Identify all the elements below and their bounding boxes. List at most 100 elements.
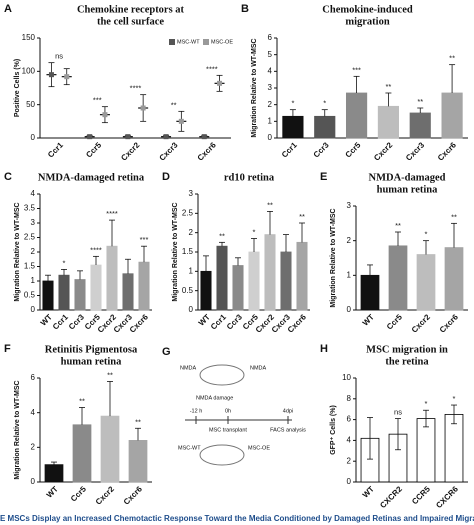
x-tick-label: Cxcr6: [438, 312, 460, 334]
x-tick-label: Cxcr2: [119, 140, 141, 162]
y-tick-label: 2: [347, 456, 352, 465]
bar: [128, 439, 148, 483]
bar: [72, 424, 92, 483]
mean-marker: [163, 134, 169, 140]
significance-label: *: [425, 399, 428, 408]
y-tick-label: 0: [268, 133, 273, 142]
significance-label: *: [425, 230, 428, 239]
bar: [345, 92, 368, 139]
bar: [44, 464, 64, 483]
x-tick-label: Cxcr6: [436, 140, 458, 162]
chart-title: rd10 retina: [224, 172, 275, 183]
bar: [248, 251, 260, 311]
caption: E MSCs Display an Increased Chemotactic …: [0, 514, 474, 523]
mean-marker: [178, 118, 184, 124]
significance-label: **: [395, 221, 401, 230]
x-tick-label: Ccr1: [209, 312, 228, 331]
legend-swatch: [169, 39, 175, 45]
y-axis-label: Positive Cells (%): [14, 59, 21, 117]
y-tick-label: 6: [347, 415, 352, 424]
significance-label: **: [417, 97, 423, 106]
significance-label: ****: [106, 209, 118, 218]
mean-marker: [201, 134, 207, 140]
x-tick-label: Ccr1: [51, 312, 70, 331]
x-tick-label: Cxcr6: [128, 312, 150, 334]
bar: [138, 261, 150, 311]
mean-marker: [125, 134, 131, 140]
y-axis-label: GFP⁺ Cells (%): [330, 405, 337, 455]
mouse-icon: [199, 444, 245, 466]
x-tick-label: Cxcr6: [122, 484, 144, 506]
y-tick-label: 3: [31, 218, 36, 227]
y-axis-label: Migration Relative to WT-MSC: [330, 208, 337, 307]
x-tick-label: Cxcr2: [410, 312, 432, 334]
x-tick-label: Cxcr2: [94, 484, 116, 506]
chart-title: the cell surface: [97, 16, 164, 27]
bar: [360, 274, 380, 311]
bar: [232, 265, 244, 311]
bar: [296, 241, 308, 311]
y-axis-label: Migration Relative to WT-MSC: [251, 38, 258, 137]
significance-label: *: [63, 258, 66, 267]
bar: [377, 105, 400, 139]
bar: [280, 251, 292, 311]
panel-letter: H: [320, 343, 328, 355]
significance-label: *: [453, 394, 456, 403]
chart-title: MSC migration in: [366, 344, 448, 355]
y-tick-label: 1: [347, 270, 352, 279]
bar: [314, 115, 336, 139]
significance-label: **: [135, 417, 141, 426]
chart-title: NMDA-damaged: [369, 172, 446, 183]
y-tick-label: 10: [342, 373, 351, 382]
x-tick-label: Cxcr3: [158, 140, 180, 162]
y-tick-label: 6: [31, 373, 36, 382]
x-tick-label: Ccr1: [46, 140, 65, 159]
bar: [106, 245, 118, 311]
significance-label: **: [171, 100, 177, 109]
chart-title: Chemokine receptors at: [77, 4, 185, 15]
y-tick-label: 2: [31, 442, 36, 451]
y-tick-label: 0.5: [182, 286, 194, 295]
y-tick-label: 2: [31, 247, 36, 256]
y-tick-label: 0: [31, 133, 36, 142]
x-tick-label: WT: [45, 484, 60, 499]
significance-label: ***: [93, 96, 102, 105]
panel-letter: B: [241, 3, 249, 15]
x-tick-label: Cxcr2: [372, 140, 394, 162]
y-tick-label: 2: [347, 236, 352, 245]
significance-label: ****: [206, 64, 218, 73]
y-tick-label: 2.5: [24, 233, 36, 242]
bar: [444, 413, 464, 483]
chart-title: Chemokine-induced: [322, 4, 413, 15]
bar: [58, 274, 70, 311]
diagram-label: MSC-WT: [178, 445, 201, 451]
y-tick-label: 3: [347, 201, 352, 210]
y-tick-label: 100: [22, 66, 36, 75]
bar: [216, 245, 228, 311]
x-tick-label: Cxcr3: [404, 140, 426, 162]
significance-label: *: [253, 227, 256, 236]
panel-letter: E: [320, 171, 327, 183]
legend-label: MSC-OE: [211, 39, 233, 45]
significance-label: ns: [55, 52, 63, 61]
x-tick-label: WT: [361, 312, 376, 327]
bar: [100, 415, 120, 483]
y-tick-label: 1.5: [182, 247, 194, 256]
mouse-icon: [199, 364, 245, 386]
y-tick-label: 4: [31, 408, 36, 417]
panel-letter: C: [4, 171, 12, 183]
bar: [74, 279, 86, 311]
mean-marker: [102, 112, 108, 118]
chart-title: human retina: [377, 184, 439, 195]
x-tick-label: CXCR6: [434, 484, 460, 510]
diagram-label: NMDA: [250, 365, 267, 371]
legend-label: MSC-WT: [177, 39, 200, 45]
diagram: G NMDA NMDA NMDA damage -12 h 0h 4dpi MS…: [162, 346, 306, 466]
x-tick-label: WT: [361, 484, 376, 499]
diagram-label: MSC transplant: [209, 427, 247, 433]
bar: [264, 234, 276, 311]
y-tick-label: 3: [189, 189, 194, 198]
x-tick-label: Ccr5: [69, 484, 88, 503]
y-tick-label: 1: [31, 276, 36, 285]
significance-label: **: [219, 231, 225, 240]
